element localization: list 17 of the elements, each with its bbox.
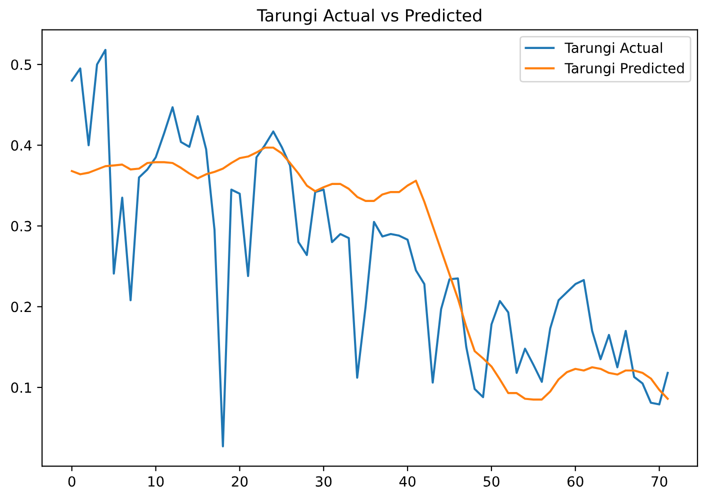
y-tick-label: 0.4 <box>11 140 32 151</box>
y-tick-label: 0.2 <box>11 302 31 312</box>
y-tick-label: 0.5 <box>11 59 32 70</box>
x-tick-label: 40 <box>399 476 416 487</box>
legend-label: Tarungi Actual <box>564 42 662 56</box>
x-tick-label: 30 <box>316 476 332 487</box>
x-tick-label: 60 <box>568 476 584 487</box>
x-tick-label: 0 <box>68 476 76 487</box>
x-tick-label: 50 <box>484 476 500 487</box>
chart-title: Tarungi Actual vs Predicted <box>256 8 482 25</box>
y-tick-label: 0.3 <box>11 220 32 232</box>
legend-label: Tarungi Predicted <box>564 62 684 76</box>
line-series <box>70 146 669 401</box>
y-tick-label: 0.1 <box>11 382 32 393</box>
x-tick-label: 70 <box>652 476 668 487</box>
x-tick-label: 20 <box>232 476 248 487</box>
x-tick-label: 10 <box>148 476 164 487</box>
